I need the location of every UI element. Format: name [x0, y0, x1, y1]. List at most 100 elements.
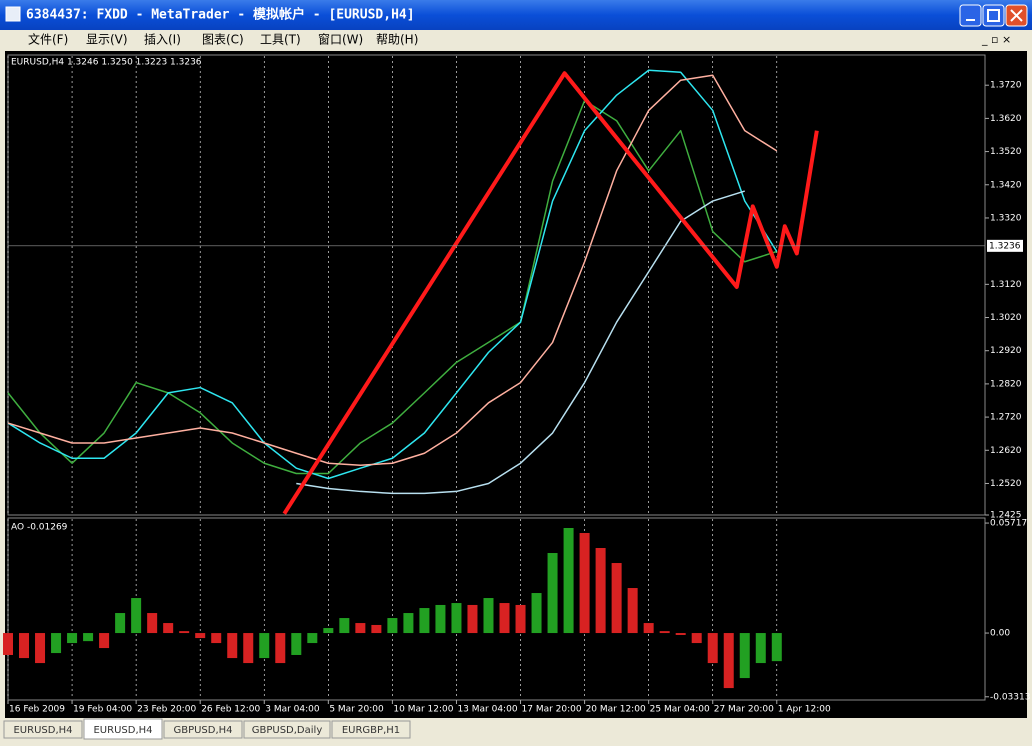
- menu-bar: [0, 30, 1032, 50]
- maximize-button[interactable]: [982, 4, 1005, 27]
- tab-label: EURGBP,H1: [342, 725, 400, 736]
- y-tick-label: 1.2920: [990, 346, 1022, 356]
- ao-bar: [67, 633, 78, 644]
- window-title: 6384437: FXDD - MetaTrader - 模拟帐户 - [EUR…: [26, 7, 415, 23]
- ao-bar: [211, 633, 222, 644]
- menu-item[interactable]: 插入(I): [144, 33, 181, 47]
- main-pane: [7, 54, 986, 516]
- y-tick-label: 0.00: [990, 629, 1010, 639]
- ao-bar: [403, 613, 414, 634]
- ao-bar: [611, 563, 622, 634]
- tab[interactable]: [331, 720, 411, 739]
- ao-bar: [435, 604, 446, 634]
- y-tick-label: 1.3320: [990, 213, 1022, 223]
- y-tick-label: 1.3120: [990, 280, 1022, 290]
- tab-label: EURUSD,H4: [13, 725, 72, 736]
- ao-bar: [291, 633, 302, 655]
- ao-bar: [419, 608, 430, 634]
- ao-bar: [99, 633, 110, 649]
- tab-label: GBPUSD,Daily: [252, 725, 323, 736]
- series-line: [296, 190, 745, 495]
- ao-bar: [195, 633, 206, 639]
- x-tick-label: 5 Mar 20:00: [329, 705, 384, 715]
- y-tick-label: 1.2520: [990, 479, 1022, 489]
- y-tick-label: 1.3720: [990, 81, 1022, 91]
- ao-bar: [179, 631, 190, 634]
- ao-bar: [275, 633, 286, 664]
- y-tick-label: 0.05717: [990, 519, 1027, 529]
- y-tick-label: 1.2820: [990, 379, 1022, 389]
- ao-bar: [675, 633, 686, 635]
- x-tick-label: 25 Mar 04:00: [650, 705, 710, 715]
- tab-label: GBPUSD,H4: [173, 725, 232, 736]
- ao-bar: [451, 603, 462, 634]
- ao-bar: [499, 603, 510, 634]
- menu-item[interactable]: 图表(C): [202, 33, 244, 47]
- menu-item[interactable]: 工具(T): [260, 33, 301, 47]
- ao-bar: [659, 631, 670, 634]
- ao-bar: [323, 628, 334, 634]
- x-tick-label: 3 Mar 04:00: [265, 705, 320, 715]
- ao-bar: [771, 633, 782, 662]
- tab[interactable]: [243, 720, 331, 739]
- menu-item[interactable]: 文件(F): [28, 32, 68, 47]
- ao-bar: [755, 633, 766, 664]
- ao-bar: [51, 633, 62, 654]
- x-tick-label: 23 Feb 20:00: [137, 705, 196, 715]
- x-tick-label: 19 Feb 04:00: [73, 705, 132, 715]
- last-price-label: 1.3236: [989, 241, 1021, 251]
- y-tick-label: 1.2620: [990, 446, 1022, 456]
- ao-bar: [563, 528, 574, 634]
- menu-item[interactable]: 窗口(W): [318, 33, 363, 47]
- x-tick-label: 16 Feb 2009: [9, 705, 65, 715]
- ao-bar: [707, 633, 718, 664]
- ao-bar: [3, 633, 13, 655]
- ao-bar: [531, 593, 542, 634]
- ao-bar: [131, 598, 142, 634]
- tab[interactable]: [163, 720, 243, 739]
- y-tick-label: 1.3520: [990, 147, 1022, 157]
- last-price-box: [987, 239, 1023, 252]
- tab[interactable]: [83, 718, 163, 740]
- x-tick-label: 17 Mar 20:00: [522, 705, 582, 715]
- ao-bar: [723, 633, 734, 689]
- ao-bar: [19, 633, 30, 659]
- tab-label: EURUSD,H4: [93, 725, 152, 736]
- ao-bar: [371, 624, 382, 634]
- ao-bar: [147, 613, 158, 634]
- y-tick-label: 1.2720: [990, 413, 1022, 423]
- mdi-controls: _ ▫ ×: [981, 33, 1011, 46]
- y-tick-label: 1.3620: [990, 114, 1022, 124]
- ao-bar: [115, 613, 126, 634]
- ao-bar: [739, 633, 750, 679]
- ao-bar: [227, 633, 238, 659]
- window-controls: [959, 4, 1028, 27]
- minimize-button[interactable]: [959, 4, 982, 27]
- ao-bar: [243, 633, 254, 664]
- ao-bar: [483, 598, 494, 634]
- series-line: [282, 71, 819, 515]
- x-tick-label: 1 Apr 12:00: [778, 705, 831, 715]
- series-line: [7, 74, 778, 466]
- ao-bar: [627, 588, 638, 634]
- ao-bar: [515, 604, 526, 634]
- x-tick-label: 10 Mar 12:00: [393, 705, 453, 715]
- ao-bar: [307, 633, 318, 644]
- ao-bar: [35, 633, 46, 664]
- ao-bar: [547, 553, 558, 634]
- tab[interactable]: [3, 720, 83, 739]
- ao-bar: [163, 623, 174, 634]
- y-tick-label: 1.3020: [990, 313, 1022, 323]
- ao-bar: [691, 633, 702, 644]
- title-bar: [0, 0, 1032, 30]
- app-icon: [5, 6, 21, 22]
- series-line: [7, 69, 778, 480]
- y-tick-label: 1.2425: [990, 511, 1022, 521]
- menu-item[interactable]: 显示(V): [86, 33, 128, 47]
- ao-bar: [595, 548, 606, 634]
- ao-bar: [83, 633, 94, 642]
- ao-bar: [467, 604, 478, 634]
- ao-bar: [259, 633, 270, 659]
- menu-item[interactable]: 帮助(H): [376, 33, 418, 47]
